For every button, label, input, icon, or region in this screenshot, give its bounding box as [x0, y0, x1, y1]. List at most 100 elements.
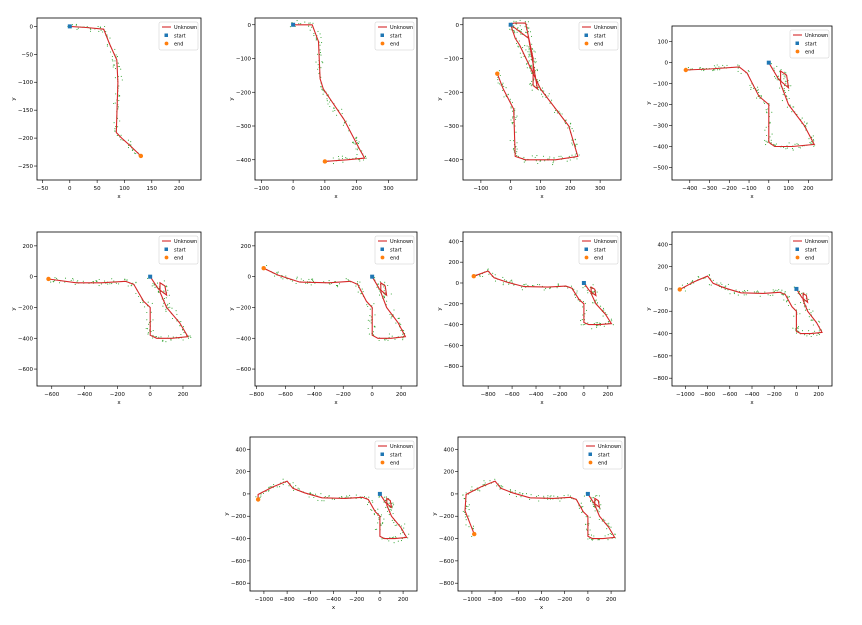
- measurement-point: [520, 496, 522, 498]
- measurement-point: [321, 42, 323, 44]
- measurement-point: [583, 495, 585, 497]
- measurement-point: [341, 155, 343, 157]
- measurement-point: [151, 302, 153, 304]
- measurement-point: [356, 136, 358, 138]
- measurement-point: [794, 303, 796, 305]
- y-axis-label: y: [229, 307, 235, 311]
- measurement-point: [479, 490, 481, 492]
- measurement-point: [585, 523, 587, 525]
- measurement-point: [516, 148, 518, 150]
- measurement-point: [114, 68, 117, 70]
- measurement-point: [531, 83, 533, 85]
- measurement-point: [810, 141, 812, 143]
- measurement-point: [557, 283, 559, 285]
- measurement-point: [589, 529, 591, 531]
- legend-label: start: [390, 34, 402, 40]
- measurement-point: [371, 499, 373, 502]
- measurement-point: [396, 524, 398, 526]
- measurement-point: [565, 119, 567, 121]
- measurement-point: [609, 533, 611, 535]
- measurement-point: [370, 322, 372, 324]
- measurement-point: [610, 526, 612, 528]
- measurement-point: [154, 286, 156, 288]
- measurement-point: [171, 307, 173, 309]
- subplot-8: −1000 −800 −600 −400 −200 0 200 400 200 0 −200 −400…: [646, 231, 833, 406]
- measurement-point: [468, 509, 470, 511]
- measurement-point: [528, 49, 530, 51]
- measurement-point: [336, 284, 338, 287]
- measurement-point: [533, 78, 535, 80]
- measurement-point: [345, 496, 347, 498]
- measurement-point: [576, 292, 578, 294]
- measurement-point: [565, 123, 567, 125]
- measurement-point: [368, 496, 370, 498]
- measurement-point: [383, 290, 385, 292]
- x-tick-label: 200: [178, 392, 189, 398]
- measurement-point: [402, 337, 404, 339]
- x-axis-label: x: [332, 605, 336, 611]
- measurement-point: [499, 484, 501, 487]
- measurement-point: [319, 49, 321, 51]
- measurement-point: [537, 494, 539, 497]
- measurement-point: [119, 95, 121, 97]
- measurement-point: [527, 51, 529, 53]
- measurement-point: [400, 540, 403, 542]
- measurement-point: [359, 281, 361, 283]
- measurement-point: [515, 116, 517, 119]
- measurement-point: [524, 26, 526, 28]
- measurement-point: [765, 109, 767, 111]
- measurement-point: [606, 313, 608, 315]
- measurement-point: [115, 54, 117, 56]
- measurement-point: [298, 488, 300, 490]
- measurement-point: [374, 314, 376, 316]
- measurement-point: [367, 305, 369, 308]
- measurement-point: [388, 514, 390, 516]
- start-marker: [148, 274, 153, 279]
- measurement-point: [516, 31, 518, 33]
- measurement-point: [511, 279, 513, 281]
- measurement-point: [118, 66, 120, 68]
- measurement-point: [384, 496, 386, 498]
- measurement-point: [323, 500, 325, 502]
- measurement-point: [514, 490, 516, 492]
- measurement-point: [812, 324, 814, 326]
- measurement-point: [498, 70, 500, 72]
- measurement-point: [589, 537, 591, 540]
- legend-label: end: [598, 461, 607, 467]
- measurement-point: [120, 139, 122, 141]
- y-tick-label: −100: [18, 80, 34, 86]
- measurement-point: [135, 292, 137, 295]
- measurement-point: [530, 64, 532, 66]
- x-tick-label: 200: [396, 392, 407, 398]
- measurement-point: [797, 330, 799, 332]
- measurement-point: [784, 90, 786, 92]
- measurement-point: [735, 289, 737, 291]
- measurement-point: [571, 139, 573, 141]
- x-axis-label: x: [540, 400, 544, 406]
- measurement-point: [364, 156, 367, 158]
- measurement-point: [505, 87, 507, 89]
- measurement-point: [369, 315, 371, 317]
- measurement-point: [96, 280, 98, 282]
- measurement-point: [394, 524, 396, 526]
- measurement-point: [391, 537, 393, 539]
- measurement-point: [543, 90, 545, 92]
- measurement-point: [812, 333, 814, 336]
- y-tick-label: −400: [439, 537, 455, 543]
- measurement-point: [319, 52, 322, 54]
- measurement-point: [334, 280, 336, 283]
- measurement-point: [744, 290, 746, 293]
- measurement-point: [377, 508, 379, 510]
- measurement-point: [527, 31, 529, 33]
- measurement-point: [343, 122, 345, 124]
- legend-label: end: [390, 461, 399, 467]
- measurement-point: [309, 22, 311, 24]
- measurement-point: [588, 523, 590, 525]
- measurement-point: [782, 73, 784, 76]
- measurement-point: [326, 98, 328, 100]
- measurement-point: [519, 52, 521, 54]
- x-tick-label: −200: [349, 597, 365, 603]
- measurement-point: [812, 139, 814, 141]
- measurement-point: [114, 48, 116, 50]
- measurement-point: [583, 323, 585, 326]
